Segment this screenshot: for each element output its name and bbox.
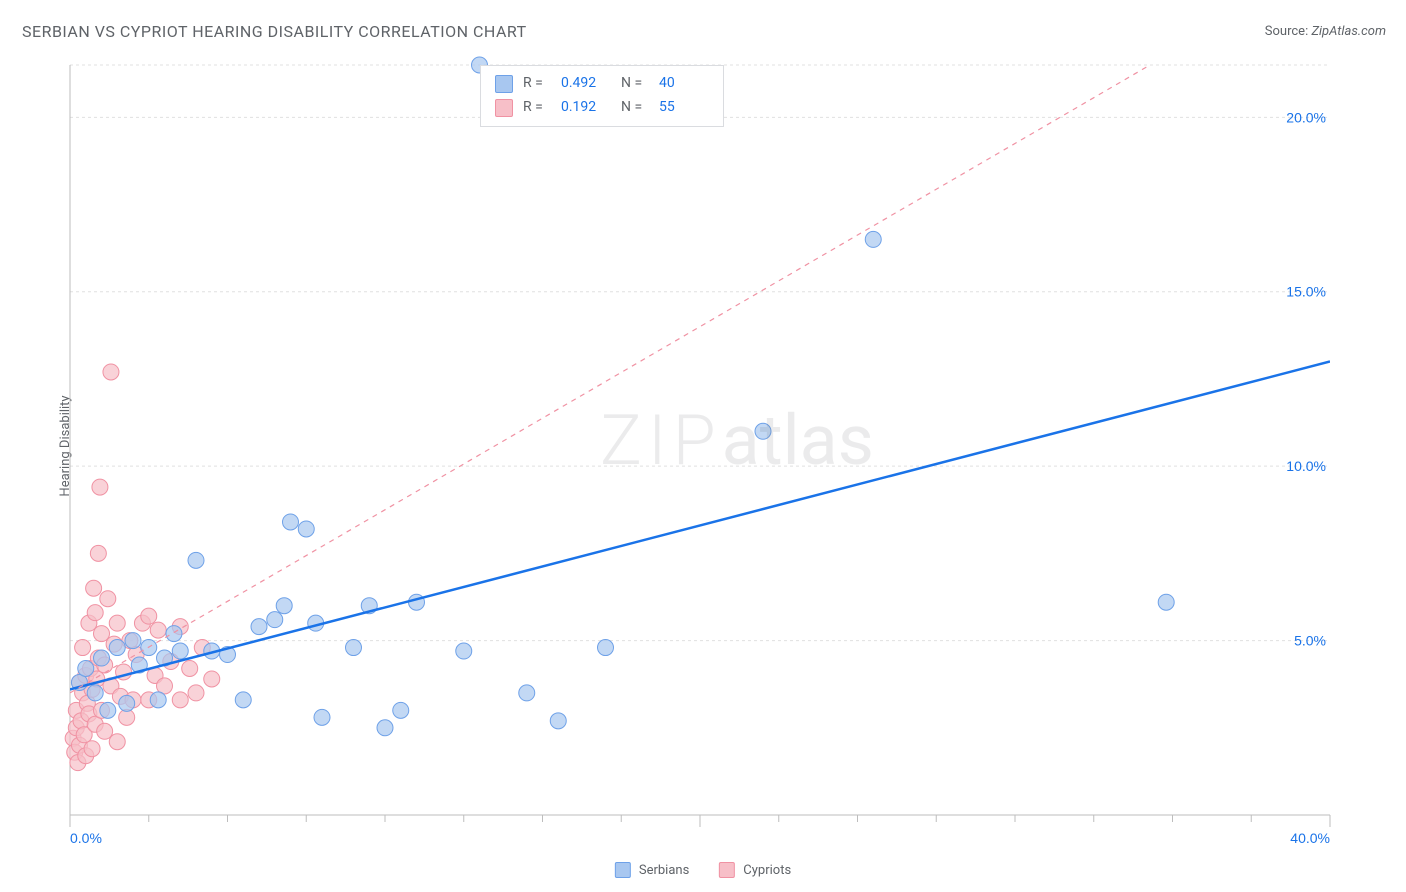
- stats-swatch: [495, 75, 513, 93]
- chart-area: 5.0% 10.0% 15.0% 20.0% 0.0% 40.0%: [50, 55, 1386, 852]
- stats-swatch: [495, 99, 513, 117]
- source-value: ZipAtlas.com: [1311, 24, 1386, 39]
- scatter-chart: 5.0% 10.0% 15.0% 20.0% 0.0% 40.0%: [50, 55, 1386, 852]
- source-attribution: Source: ZipAtlas.com: [1265, 24, 1386, 39]
- legend-swatch: [615, 862, 631, 878]
- stats-n-value: 55: [659, 96, 709, 120]
- svg-text:5.0%: 5.0%: [1294, 633, 1326, 649]
- legend-item: Serbians: [615, 862, 689, 878]
- stats-n-value: 40: [659, 72, 709, 96]
- stats-n-label: N =: [621, 72, 649, 96]
- legend-label: Serbians: [639, 863, 689, 878]
- svg-text:15.0%: 15.0%: [1286, 284, 1326, 300]
- legend-item: Cypriots: [719, 862, 791, 878]
- stats-r-label: R =: [523, 72, 551, 96]
- chart-title: SERBIAN VS CYPRIOT HEARING DISABILITY CO…: [22, 22, 527, 41]
- legend: Serbians Cypriots: [615, 862, 791, 878]
- svg-text:20.0%: 20.0%: [1286, 109, 1326, 125]
- svg-text:0.0%: 0.0%: [70, 830, 102, 846]
- stats-row: R = 0.492 N = 40: [495, 72, 709, 96]
- series-serbians: [71, 57, 1174, 736]
- stats-r-value: 0.192: [561, 96, 611, 120]
- svg-text:10.0%: 10.0%: [1286, 458, 1326, 474]
- source-label: Source:: [1265, 24, 1308, 39]
- stats-row: R = 0.192 N = 55: [495, 96, 709, 120]
- stats-r-label: R =: [523, 96, 551, 120]
- legend-swatch: [719, 862, 735, 878]
- stats-n-label: N =: [621, 96, 649, 120]
- legend-label: Cypriots: [743, 863, 791, 878]
- correlation-stats-box: R = 0.492 N = 40 R = 0.192 N = 55: [480, 65, 724, 127]
- stats-r-value: 0.492: [561, 72, 611, 96]
- svg-text:40.0%: 40.0%: [1290, 830, 1330, 846]
